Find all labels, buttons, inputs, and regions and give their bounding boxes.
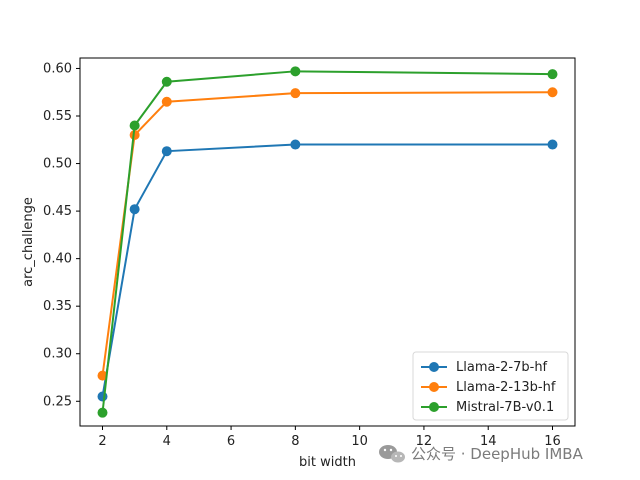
y-tick-label: 0.35 <box>43 299 72 314</box>
legend-item: Llama-2-7b-hf <box>421 360 548 375</box>
watermark: 公众号 · DeepHub IMBA <box>379 445 584 463</box>
x-tick-label: 2 <box>98 434 106 449</box>
data-point <box>129 120 140 131</box>
data-point <box>290 66 301 77</box>
x-tick-label: 12 <box>416 434 433 449</box>
y-tick-label: 0.40 <box>43 252 72 267</box>
x-tick-label: 4 <box>163 434 171 449</box>
series-layer <box>97 66 558 418</box>
legend-label: Llama-2-7b-hf <box>456 360 548 375</box>
x-axis-label: bit width <box>299 455 356 470</box>
data-point <box>129 204 140 215</box>
data-point <box>161 146 172 157</box>
data-point <box>161 96 172 107</box>
legend-box <box>412 351 569 421</box>
plot-frame <box>79 57 576 427</box>
data-point <box>161 76 172 87</box>
y-axis-label: arc_challenge <box>21 197 36 287</box>
watermark-text: 公众号 · DeepHub IMBA <box>411 445 584 463</box>
legend-label: Mistral-7B-v0.1 <box>456 400 554 415</box>
y-tick-label: 0.45 <box>43 204 72 219</box>
data-point <box>547 69 558 80</box>
axes-layer: 2 4 6 8 10 12 14 16 0.25 0.30 0.35 0.40 0.45 0.50 0.5… <box>21 57 576 470</box>
data-point <box>290 88 301 99</box>
y-tick-label: 0.30 <box>43 347 72 362</box>
y-tick-label: 0.60 <box>43 61 72 76</box>
y-tick-label: 0.55 <box>43 109 72 124</box>
legend-marker-swatch <box>429 402 439 412</box>
legend-label: Llama-2-13b-hf <box>456 380 556 395</box>
legend-marker-swatch <box>429 382 439 392</box>
x-tick-label: 16 <box>544 434 561 449</box>
series-mistral-7b-v0-1 <box>97 66 558 418</box>
legend-item: Llama-2-13b-hf <box>421 380 556 395</box>
series-llama-2-7b-hf <box>97 139 558 402</box>
legend: Llama-2-7b-hf Llama-2-13b-hf Mistral-7B-v0… <box>412 351 569 421</box>
x-tick-label: 10 <box>351 434 368 449</box>
x-axis: 2 4 6 8 10 12 14 16 <box>98 426 561 449</box>
y-tick-label: 0.25 <box>43 394 72 409</box>
legend-item: Mistral-7B-v0.1 <box>421 400 554 415</box>
x-tick-label: 14 <box>480 434 497 449</box>
x-tick-label: 6 <box>227 434 235 449</box>
data-point <box>290 139 301 150</box>
data-point <box>97 407 108 418</box>
data-point <box>547 139 558 150</box>
wechat-icon <box>379 445 405 463</box>
y-axis: 0.25 0.30 0.35 0.40 0.45 0.50 0.55 0.60 <box>43 61 80 409</box>
legend-marker-swatch <box>429 362 439 372</box>
y-tick-label: 0.50 <box>43 157 72 172</box>
x-tick-label: 8 <box>291 434 299 449</box>
data-point <box>547 87 558 98</box>
